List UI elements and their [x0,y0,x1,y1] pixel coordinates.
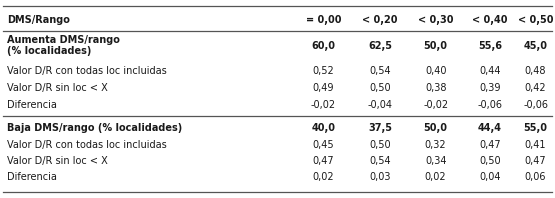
Text: 40,0: 40,0 [311,123,335,133]
Text: 62,5: 62,5 [368,41,392,50]
Text: = 0,00: = 0,00 [306,15,341,25]
Text: 0,45: 0,45 [312,140,334,150]
Text: < 0,50: < 0,50 [518,15,553,25]
Text: 0,34: 0,34 [425,156,446,166]
Text: 0,32: 0,32 [425,140,446,150]
Text: -0,02: -0,02 [423,100,448,110]
Text: Valor D/R sin loc < X: Valor D/R sin loc < X [7,83,108,93]
Text: 0,40: 0,40 [425,66,446,76]
Text: Baja DMS/rango (% localidades): Baja DMS/rango (% localidades) [7,123,183,133]
Text: -0,06: -0,06 [523,100,548,110]
Text: 0,47: 0,47 [479,140,501,150]
Text: Valor D/R sin loc < X: Valor D/R sin loc < X [7,156,108,166]
Text: 45,0: 45,0 [523,41,548,50]
Text: -0,02: -0,02 [311,100,336,110]
Text: Diferencia: Diferencia [7,100,57,110]
Text: < 0,40: < 0,40 [472,15,507,25]
Text: < 0,30: < 0,30 [418,15,453,25]
Text: 0,49: 0,49 [312,83,334,93]
Text: 0,04: 0,04 [479,172,501,182]
Text: 0,47: 0,47 [525,156,546,166]
Text: 0,52: 0,52 [312,66,334,76]
Text: 0,39: 0,39 [479,83,501,93]
Text: 0,02: 0,02 [312,172,334,182]
Text: Valor D/R con todas loc incluidas: Valor D/R con todas loc incluidas [7,66,167,76]
Text: 0,44: 0,44 [479,66,501,76]
Text: 0,42: 0,42 [525,83,546,93]
Text: -0,04: -0,04 [367,100,393,110]
Text: 0,50: 0,50 [370,83,391,93]
Text: 50,0: 50,0 [423,41,448,50]
Text: 0,50: 0,50 [479,156,501,166]
Text: 0,03: 0,03 [370,172,391,182]
Text: 0,54: 0,54 [370,156,391,166]
Text: DMS/Rango: DMS/Rango [7,15,70,25]
Text: 55,6: 55,6 [478,41,502,50]
Text: -0,06: -0,06 [477,100,502,110]
Text: 0,41: 0,41 [525,140,546,150]
Text: Diferencia: Diferencia [7,172,57,182]
Text: 60,0: 60,0 [311,41,335,50]
Text: 44,4: 44,4 [478,123,502,133]
Text: 0,38: 0,38 [425,83,446,93]
Text: 50,0: 50,0 [423,123,448,133]
Text: 0,48: 0,48 [525,66,546,76]
Text: 0,06: 0,06 [525,172,546,182]
Text: 37,5: 37,5 [368,123,392,133]
Text: 0,54: 0,54 [370,66,391,76]
Text: 0,02: 0,02 [425,172,446,182]
Text: Valor D/R con todas loc incluidas: Valor D/R con todas loc incluidas [7,140,167,150]
Text: Aumenta DMS/rango
(% localidades): Aumenta DMS/rango (% localidades) [7,35,120,56]
Text: 0,50: 0,50 [370,140,391,150]
Text: < 0,20: < 0,20 [362,15,398,25]
Text: 55,0: 55,0 [523,123,548,133]
Text: 0,47: 0,47 [312,156,334,166]
